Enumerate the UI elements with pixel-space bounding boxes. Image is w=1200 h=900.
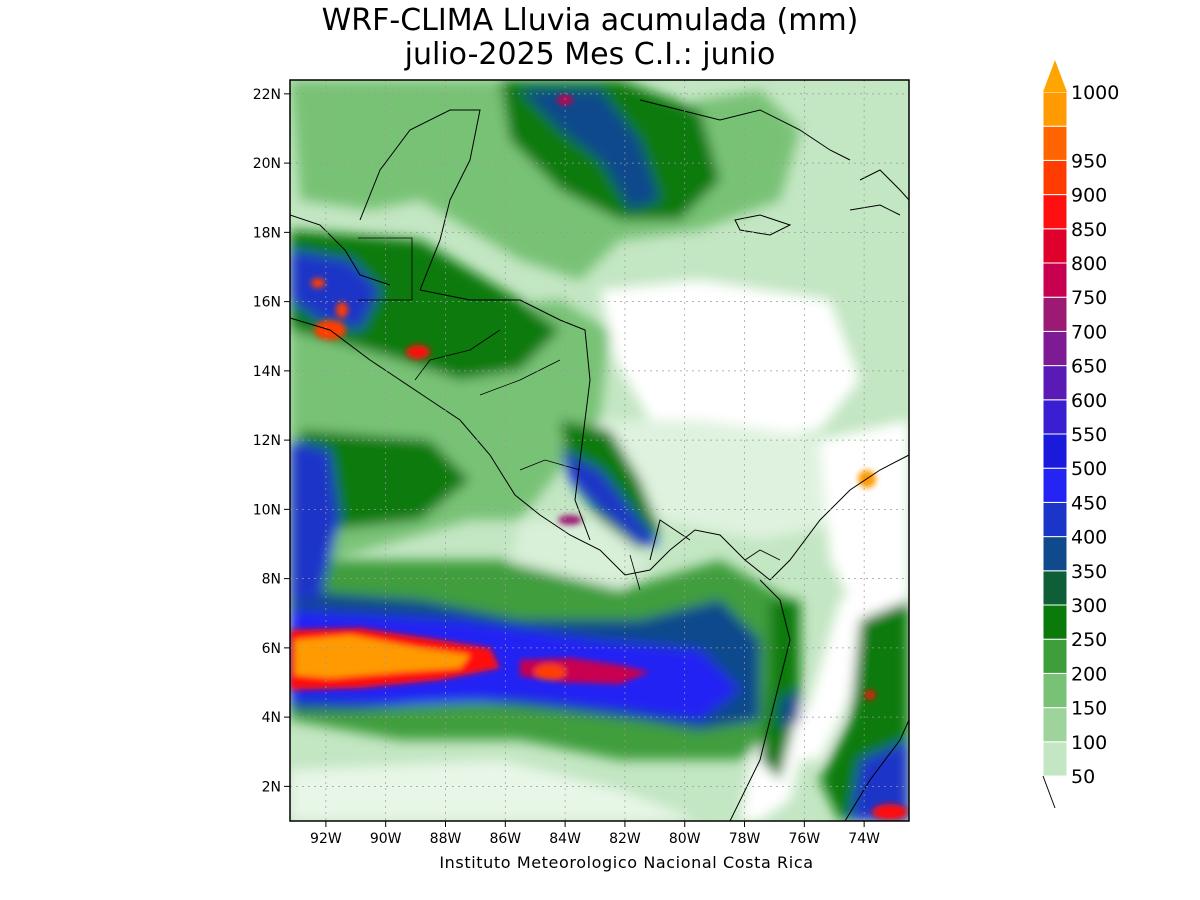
- colorbar-box: [1042, 536, 1068, 572]
- x-tick-label: 92W: [310, 831, 342, 847]
- colorbar-label: 500: [1071, 458, 1107, 480]
- colorbar-box: [1042, 570, 1068, 606]
- x-tick-label: 84W: [549, 831, 581, 847]
- axis-tick-labels: 92W 90W 88W 86W 84W 82W 80W 78W 76W 74W 22N 20N 18N 1…: [253, 87, 880, 847]
- y-tick-label: 4N: [262, 710, 281, 726]
- colorbar-label: 250: [1071, 629, 1107, 651]
- colorbar-label: 150: [1071, 698, 1107, 720]
- map-grid: [290, 80, 909, 821]
- colorbar-box: [1042, 638, 1068, 674]
- colorbar-label: 750: [1071, 287, 1107, 309]
- colorbar-label: 100: [1071, 732, 1107, 754]
- map-frame: [289, 79, 910, 822]
- x-tick-label: 74W: [848, 831, 880, 847]
- colorbar-box: [1042, 365, 1068, 401]
- colorbar-label: 1000: [1071, 82, 1119, 104]
- y-tick-label: 10N: [253, 502, 281, 518]
- map-title: WRF-CLIMA Lluvia acumulada (mm): [321, 3, 859, 38]
- y-tick-label: 6N: [262, 641, 281, 657]
- colorbar-box: [1042, 296, 1068, 332]
- colorbar-label: 700: [1071, 321, 1107, 343]
- colorbar-label: 650: [1071, 356, 1107, 378]
- y-tick-label: 20N: [253, 156, 281, 172]
- x-tick-label: 80W: [669, 831, 701, 847]
- colorbar-box: [1042, 194, 1068, 230]
- x-tick-label: 78W: [729, 831, 761, 847]
- y-tick-label: 2N: [262, 779, 281, 795]
- colorbar-label: 800: [1071, 253, 1107, 275]
- colorbar-label: 550: [1071, 424, 1107, 446]
- colorbar-label: 400: [1071, 527, 1107, 549]
- x-tick-label: 82W: [609, 831, 641, 847]
- colorbar-label: 950: [1071, 150, 1107, 172]
- colorbar-over-arrow: [1043, 60, 1067, 92]
- x-tick-label: 86W: [489, 831, 521, 847]
- colorbar-box: [1042, 467, 1068, 503]
- colorbar-box: [1042, 125, 1068, 161]
- colorbar-label: 450: [1071, 492, 1107, 514]
- colorbar-box: [1042, 741, 1068, 777]
- colorbar-box: [1042, 228, 1068, 264]
- colorbar-under-arrow: [1042, 775, 1056, 809]
- y-tick-label: 16N: [253, 295, 281, 311]
- colorbar-box: [1042, 501, 1068, 538]
- colorbar-label: 350: [1071, 561, 1107, 583]
- colorbar-label: 600: [1071, 390, 1107, 412]
- y-tick-label: 12N: [253, 433, 281, 449]
- colorbar-box: [1042, 91, 1068, 127]
- y-tick-label: 18N: [253, 225, 281, 241]
- axis-ticks: [284, 93, 865, 827]
- x-tick-label: 90W: [370, 831, 402, 847]
- colorbar-label: 50: [1071, 766, 1095, 788]
- colorbar-label: 200: [1071, 663, 1107, 685]
- map-subtitle: julio-2025 Mes C.I.: junio: [404, 37, 776, 72]
- colorbar-box: [1042, 330, 1068, 367]
- colorbar-label: 850: [1071, 219, 1107, 241]
- rainfall-field: [290, 80, 909, 821]
- x-tick-label: 88W: [430, 831, 462, 847]
- colorbar-box: [1042, 399, 1068, 435]
- y-tick-label: 22N: [253, 87, 281, 103]
- colorbar-box: [1042, 433, 1068, 469]
- colorbar-label: 900: [1071, 185, 1107, 207]
- y-tick-label: 14N: [253, 364, 281, 380]
- x-tick-label: 76W: [789, 831, 821, 847]
- colorbar-box: [1042, 262, 1068, 298]
- credit-line: Instituto Meteorologico Nacional Costa R…: [439, 853, 814, 872]
- colorbar-box: [1042, 604, 1068, 640]
- colorbar-box: [1042, 672, 1068, 709]
- colorbar-box: [1042, 707, 1068, 743]
- y-tick-label: 8N: [262, 572, 281, 588]
- colorbar-label: 300: [1071, 595, 1107, 617]
- colorbar-box: [1042, 159, 1068, 196]
